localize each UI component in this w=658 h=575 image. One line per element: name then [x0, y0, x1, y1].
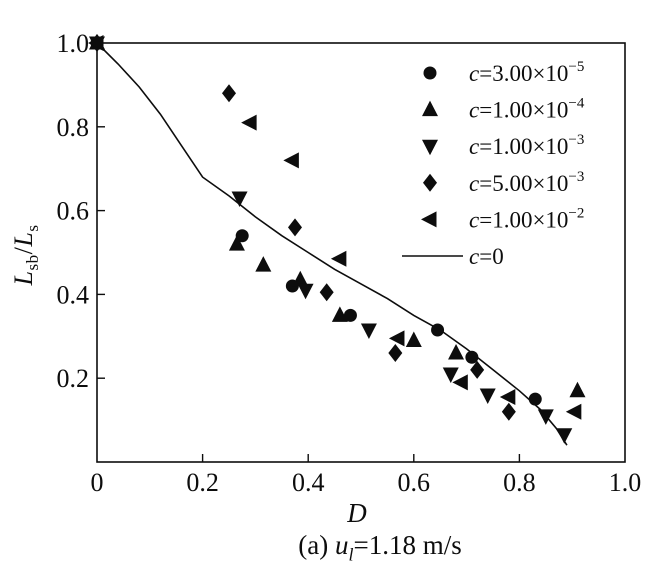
x-tick-label: 1.0	[609, 468, 642, 497]
diamond-marker	[501, 402, 516, 421]
triangle-left-marker	[88, 35, 104, 51]
legend-entry-5: c=1.00×10−2	[421, 205, 584, 232]
triangle-up-marker	[448, 344, 465, 360]
triangle-up-marker	[292, 270, 309, 287]
legend-entry-2: c=1.00×10−4	[422, 96, 585, 123]
triangle-left-marker	[388, 330, 405, 347]
circle-marker	[465, 350, 479, 364]
triangle-down-marker	[556, 428, 573, 444]
y-axis-label: Lsb/Ls	[8, 224, 43, 286]
x-tick-label: 0.4	[292, 468, 325, 497]
x-tick-label: 0.6	[398, 468, 431, 497]
triangle-left-marker	[283, 152, 299, 169]
y-tick-label: 1.0	[57, 29, 90, 58]
triangle-left-marker	[330, 250, 347, 267]
diamond-marker	[470, 360, 485, 379]
triangle-up-marker	[255, 256, 272, 272]
legend-label: c=0	[469, 244, 504, 269]
circle-marker	[235, 229, 249, 243]
triangle-down-marker	[297, 283, 314, 300]
y-tick-label: 0.4	[57, 280, 90, 309]
y-tick-label: 0.2	[57, 364, 90, 393]
triangle-left-marker	[452, 374, 468, 391]
legend-entry-1: c=3.00×10−5	[423, 59, 584, 86]
triangle-down-marker	[231, 191, 248, 208]
legend-entry-4: c=5.00×10−3	[423, 169, 584, 196]
legend-label: c=5.00×10−3	[469, 169, 584, 196]
circle-marker	[431, 323, 445, 337]
triangle-down-marker	[537, 409, 554, 425]
triangle-left-marker	[565, 403, 582, 420]
triangle-down-marker	[422, 139, 438, 156]
triangle-left-marker	[499, 389, 516, 406]
triangle-up-marker	[405, 331, 422, 347]
x-tick-label: 0	[91, 468, 104, 497]
legend-label: c=1.00×10−4	[469, 96, 585, 123]
diamond-marker	[288, 218, 302, 237]
figure-caption: (a) ul=1.18 m/s	[298, 530, 462, 565]
legend-label: c=3.00×10−5	[469, 59, 584, 86]
x-tick-label: 0.2	[186, 468, 219, 497]
y-axis-label-symbol: L	[8, 270, 38, 286]
triangle-left-marker	[421, 211, 437, 228]
diamond-marker	[388, 344, 403, 363]
series-triangle-left	[88, 35, 582, 420]
triangle-up-marker	[422, 100, 438, 117]
triangle-down-marker	[479, 388, 496, 404]
circle-marker	[343, 308, 357, 322]
legend-entry-3: c=1.00×10−3	[422, 132, 584, 159]
plot-frame	[96, 42, 626, 463]
diamond-marker	[319, 283, 334, 302]
triangle-down-marker	[360, 323, 377, 340]
circle-marker	[528, 392, 542, 406]
triangle-left-marker	[241, 114, 257, 131]
triangle-up-marker	[569, 381, 586, 398]
triangle-up-marker	[331, 306, 348, 322]
x-axis-label: D	[347, 498, 367, 528]
triangle-up-marker	[228, 235, 245, 251]
legend-label: c=1.00×10−2	[469, 205, 584, 232]
legend-label: c=1.00×10−3	[469, 132, 584, 159]
c0-curve	[96, 42, 568, 446]
diamond-marker	[423, 173, 437, 192]
legend-entry-6: c=0	[402, 244, 504, 269]
circle-marker	[423, 66, 437, 80]
series-diamond	[90, 34, 516, 421]
x-tick-label: 0.8	[503, 468, 536, 497]
y-tick-label: 0.6	[57, 197, 90, 226]
diamond-marker	[222, 84, 236, 103]
triangle-down-marker	[442, 367, 459, 384]
y-tick-label: 0.8	[57, 113, 90, 142]
